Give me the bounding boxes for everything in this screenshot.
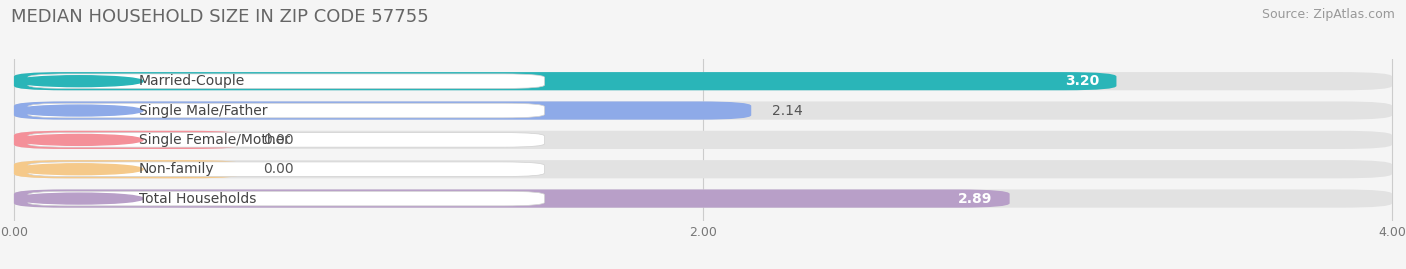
Circle shape — [15, 134, 143, 145]
Text: 2.14: 2.14 — [772, 104, 803, 118]
Text: Married-Couple: Married-Couple — [139, 74, 245, 88]
Circle shape — [15, 105, 143, 116]
FancyBboxPatch shape — [28, 133, 544, 147]
FancyBboxPatch shape — [14, 72, 1392, 90]
FancyBboxPatch shape — [14, 160, 1392, 178]
Circle shape — [15, 193, 143, 204]
Text: Single Male/Father: Single Male/Father — [139, 104, 267, 118]
FancyBboxPatch shape — [28, 162, 544, 176]
Text: MEDIAN HOUSEHOLD SIZE IN ZIP CODE 57755: MEDIAN HOUSEHOLD SIZE IN ZIP CODE 57755 — [11, 8, 429, 26]
Text: Source: ZipAtlas.com: Source: ZipAtlas.com — [1261, 8, 1395, 21]
FancyBboxPatch shape — [14, 160, 243, 178]
FancyBboxPatch shape — [14, 189, 1392, 208]
FancyBboxPatch shape — [14, 189, 1010, 208]
Text: 2.89: 2.89 — [957, 192, 993, 206]
FancyBboxPatch shape — [28, 74, 544, 89]
FancyBboxPatch shape — [14, 131, 243, 149]
Text: Single Female/Mother: Single Female/Mother — [139, 133, 290, 147]
Text: Non-family: Non-family — [139, 162, 214, 176]
Text: 3.20: 3.20 — [1064, 74, 1099, 88]
FancyBboxPatch shape — [28, 103, 544, 118]
FancyBboxPatch shape — [14, 101, 751, 120]
Text: 0.00: 0.00 — [263, 133, 294, 147]
FancyBboxPatch shape — [14, 72, 1116, 90]
Text: 0.00: 0.00 — [263, 162, 294, 176]
FancyBboxPatch shape — [14, 131, 1392, 149]
Circle shape — [15, 164, 143, 175]
Circle shape — [15, 76, 143, 87]
FancyBboxPatch shape — [14, 101, 1392, 120]
Text: Total Households: Total Households — [139, 192, 256, 206]
FancyBboxPatch shape — [28, 191, 544, 206]
